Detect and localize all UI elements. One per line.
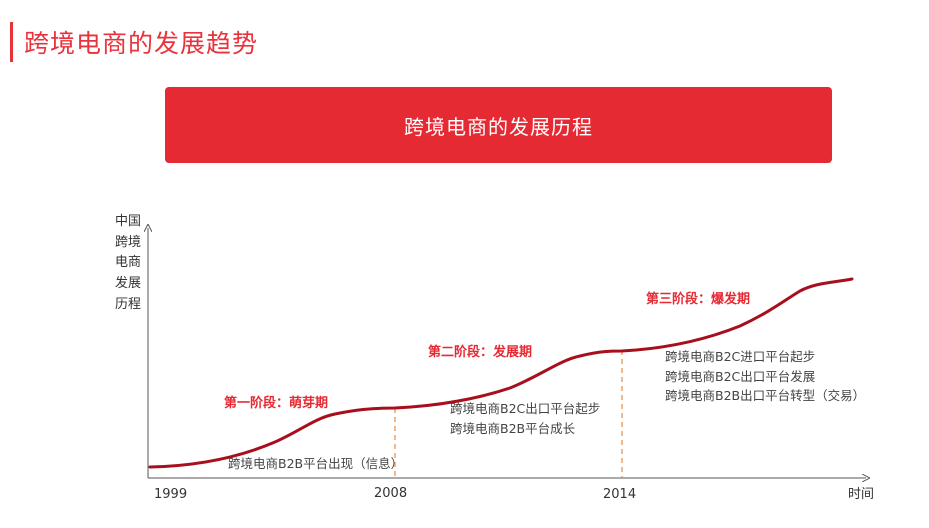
timeline-banner: 跨境电商的发展历程 bbox=[165, 87, 832, 163]
y-axis-label-line-1: 中国 bbox=[115, 214, 141, 229]
page-title: 跨境电商的发展趋势 bbox=[24, 29, 259, 58]
stage-3-item-2: 跨境电商B2C出口平台发展 bbox=[665, 369, 815, 384]
y-axis-label-line-5: 历程 bbox=[115, 297, 141, 312]
stage-1-item-1: 跨境电商B2B平台出现（信息） bbox=[228, 456, 403, 471]
y-axis-label-line-3: 电商 bbox=[115, 255, 141, 270]
stage-3-item-3: 跨境电商B2B出口平台转型（交易） bbox=[665, 388, 865, 403]
stage-2-item-2: 跨境电商B2B平台成长 bbox=[450, 421, 576, 436]
y-axis-label-line-2: 跨境 bbox=[115, 235, 141, 250]
stage-2-item-1: 跨境电商B2C出口平台起步 bbox=[450, 401, 600, 416]
x-tick-2008: 2008 bbox=[374, 486, 407, 501]
stage-3-title: 第三阶段：爆发期 bbox=[646, 291, 750, 307]
stage-3-item-1: 跨境电商B2C进口平台起步 bbox=[665, 349, 815, 364]
x-tick-1999: 1999 bbox=[154, 487, 187, 502]
banner-title: 跨境电商的发展历程 bbox=[404, 114, 593, 139]
x-axis-end-label: 时间 bbox=[848, 487, 874, 502]
y-axis-label-line-4: 发展 bbox=[115, 275, 141, 291]
growth-curve bbox=[148, 277, 854, 469]
stage-1-title: 第一阶段：萌芽期 bbox=[224, 395, 328, 411]
x-tick-2014: 2014 bbox=[603, 487, 636, 502]
stage-2-title: 第二阶段：发展期 bbox=[428, 344, 532, 360]
title-accent-bar bbox=[10, 22, 13, 62]
